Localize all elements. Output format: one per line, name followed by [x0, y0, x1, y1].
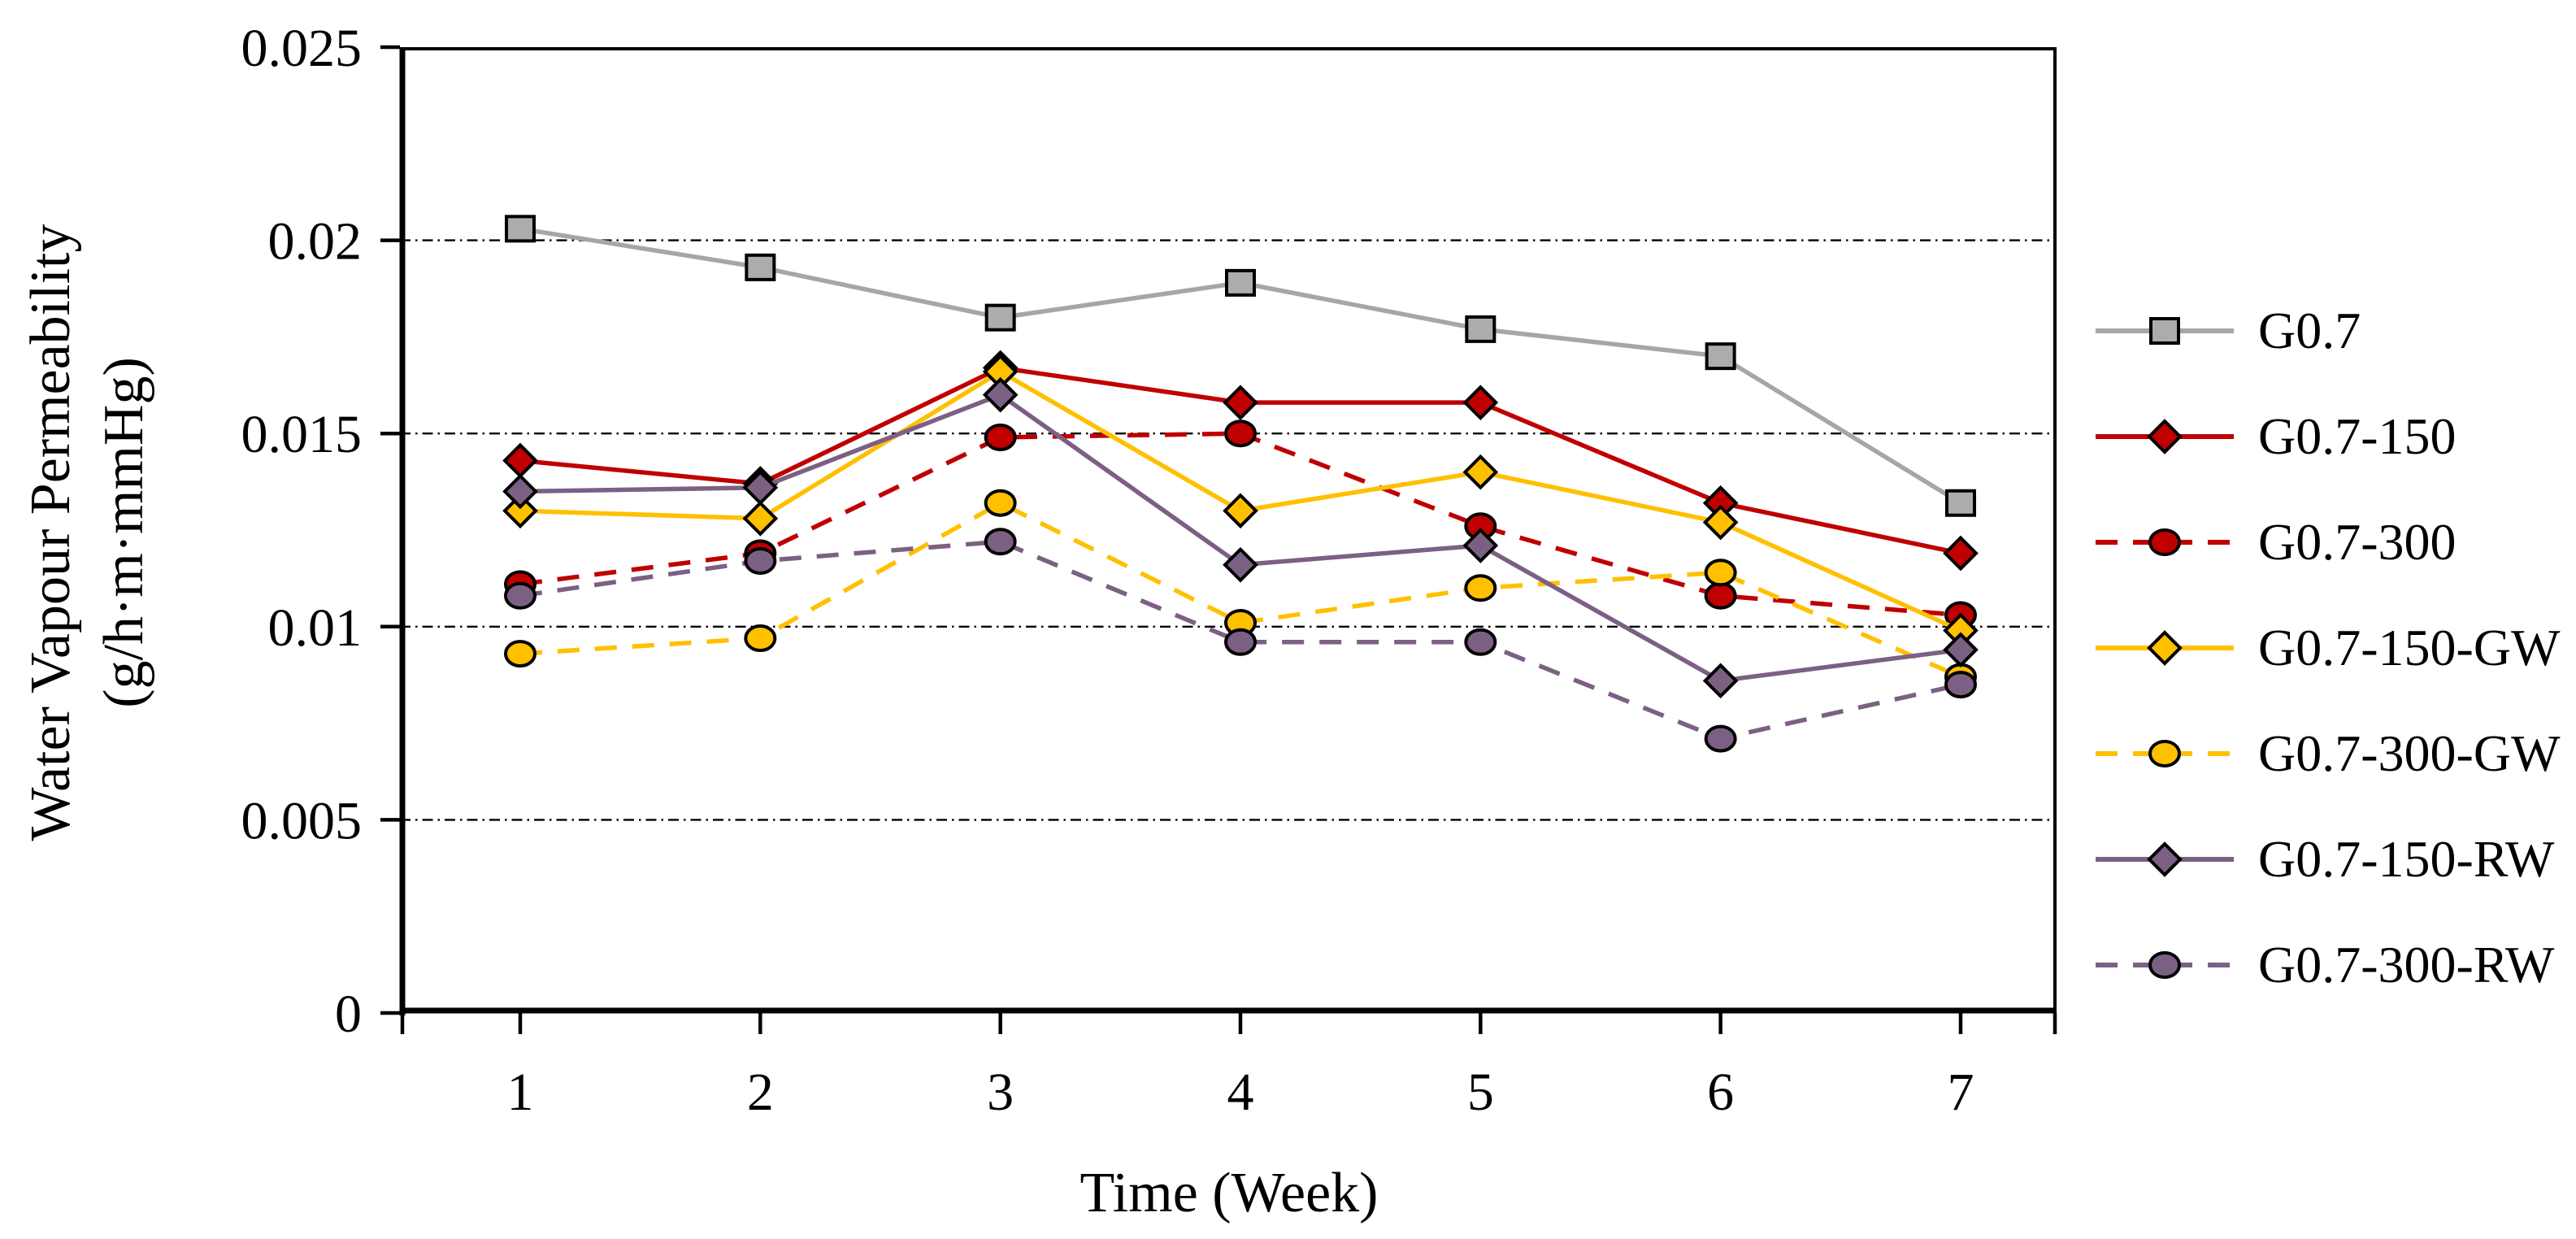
G0.7-marker-square	[505, 215, 536, 243]
G0.7-300-marker-circle	[1704, 581, 1737, 610]
legend-G0.7-150-marker-diamond	[2147, 419, 2183, 454]
G0.7-150-marker-diamond	[1462, 385, 1499, 421]
gridlines	[400, 239, 2057, 821]
series-G0.7-150-GW	[502, 354, 1979, 649]
G0.7-300-GW-marker-circle	[1464, 574, 1497, 602]
legend-item-G0.7-300-GW: G0.7-300-GW	[2096, 724, 2561, 782]
G0.7-150-GW-marker-diamond	[1462, 454, 1499, 490]
G0.7-300-GW-marker-circle	[744, 624, 777, 653]
legend-label-G0.7-300: G0.7-300	[2258, 513, 2457, 571]
G0.7-150-RW-marker-diamond	[1223, 546, 1258, 583]
legend-label-G0.7: G0.7	[2258, 302, 2361, 359]
y-axis-title-line1: Water Vapour Permeability	[20, 224, 82, 841]
G0.7-300-RW-marker-circle	[744, 547, 777, 576]
y-tick-label: 0.025	[241, 19, 363, 78]
legend-G0.7-300-marker-circle	[2148, 528, 2181, 556]
G0.7-300-RW-marker-circle	[1704, 724, 1737, 753]
legend-G0.7-marker-square	[2149, 317, 2180, 345]
y-tick-label: 0.01	[268, 598, 363, 658]
legend-G0.7-150-GW-marker-diamond	[2147, 630, 2183, 666]
x-tick-label: 5	[1467, 1063, 1494, 1122]
y-tick-label: 0.015	[241, 405, 363, 464]
legend: G0.7 G0.7-150 G0.7-300 G0.7-150-GW G0.7-300-…	[2096, 302, 2561, 993]
legend-label-G0.7-150-RW: G0.7-150-RW	[2258, 830, 2555, 888]
G0.7-150-RW-marker-diamond	[982, 376, 1019, 413]
G0.7-150-RW-marker-diamond	[1702, 663, 1739, 699]
G0.7-marker-square	[745, 253, 776, 281]
legend-item-G0.7-300-RW: G0.7-300-RW	[2096, 936, 2555, 993]
G0.7-150-RW-marker-diamond	[1462, 528, 1499, 563]
x-tick-label: 7	[1947, 1063, 1974, 1122]
y-tick-label: 0.02	[268, 212, 363, 272]
x-tick-label: 2	[747, 1063, 774, 1122]
plot-frame	[399, 47, 2057, 1015]
axis-tick-labels: 0 0.005 0.01 0.015 0.02 0.025 1 2 3 4 5 6 7	[241, 19, 1974, 1122]
G0.7-marker-square	[1465, 315, 1497, 343]
G0.7-300-GW-marker-circle	[504, 640, 536, 668]
G0.7-marker-square	[1944, 489, 1976, 517]
y-tick-label: 0.005	[241, 791, 363, 850]
series-G0.7	[505, 215, 1976, 517]
legend-item-G0.7-150-GW: G0.7-150-GW	[2096, 619, 2561, 676]
axis-ticks	[380, 45, 2057, 1034]
legend-label-G0.7-150: G0.7-150	[2258, 407, 2457, 465]
G0.7-150-RW-marker-diamond	[502, 473, 538, 510]
G0.7-150-marker-diamond	[1943, 535, 1979, 572]
legend-label-G0.7-300-GW: G0.7-300-GW	[2258, 724, 2561, 782]
G0.7-300-RW-marker-circle	[1944, 671, 1977, 699]
G0.7-marker-square	[1705, 342, 1736, 371]
series-G0.7-300-RW	[504, 528, 1977, 753]
G0.7-300-GW-marker-circle	[1704, 559, 1737, 587]
series-G0.7-150-RW	[502, 376, 1979, 699]
legend-G0.7-300-RW-marker-circle	[2148, 951, 2181, 979]
G0.7-150-RW-marker-diamond	[742, 469, 779, 506]
G0.7-150-GW-marker-diamond	[742, 500, 779, 537]
G0.7-300-RW-marker-circle	[1464, 628, 1497, 656]
x-axis-title: Time (Week)	[1080, 1162, 1379, 1224]
G0.7-marker-square	[1224, 268, 1256, 297]
G0.7-300-marker-circle	[984, 423, 1017, 451]
legend-label-G0.7-150-GW: G0.7-150-GW	[2258, 619, 2561, 676]
G0.7-300-RW-marker-circle	[984, 528, 1017, 556]
G0.7-marker-square	[984, 303, 1016, 332]
legend-item-G0.7-300: G0.7-300	[2096, 513, 2457, 571]
G0.7-150-GW-marker-diamond	[1223, 493, 1258, 529]
G0.7-150-GW-marker-diamond	[502, 493, 538, 529]
legend-item-G0.7-150-RW: G0.7-150-RW	[2096, 830, 2555, 888]
G0.7-300-RW-marker-circle	[504, 581, 536, 610]
legend-label-G0.7-300-RW: G0.7-300-RW	[2258, 936, 2555, 993]
legend-item-G0.7: G0.7	[2096, 302, 2361, 359]
G0.7-300-RW-marker-circle	[1223, 628, 1257, 656]
legend-G0.7-300-GW-marker-circle	[2148, 740, 2181, 767]
G0.7-300-GW-marker-circle	[984, 489, 1017, 517]
G0.7-150-GW-marker-diamond	[1702, 504, 1739, 541]
y-tick-label: 0	[335, 985, 362, 1044]
x-tick-label: 4	[1227, 1063, 1253, 1122]
x-tick-label: 6	[1707, 1063, 1734, 1122]
data-series	[502, 215, 1979, 753]
legend-G0.7-150-RW-marker-diamond	[2147, 841, 2183, 877]
y-axis-title-line2: (g/h·m·mmHg)	[93, 357, 155, 708]
x-tick-label: 3	[987, 1063, 1014, 1122]
legend-item-G0.7-150: G0.7-150	[2096, 407, 2457, 465]
x-tick-label: 1	[507, 1063, 534, 1122]
G0.7-150-RW-marker-diamond	[1943, 632, 1979, 668]
G0.7-300-marker-circle	[1223, 420, 1257, 448]
G0.7-150-marker-diamond	[1223, 385, 1258, 421]
G0.7-150-marker-diamond	[502, 442, 538, 479]
